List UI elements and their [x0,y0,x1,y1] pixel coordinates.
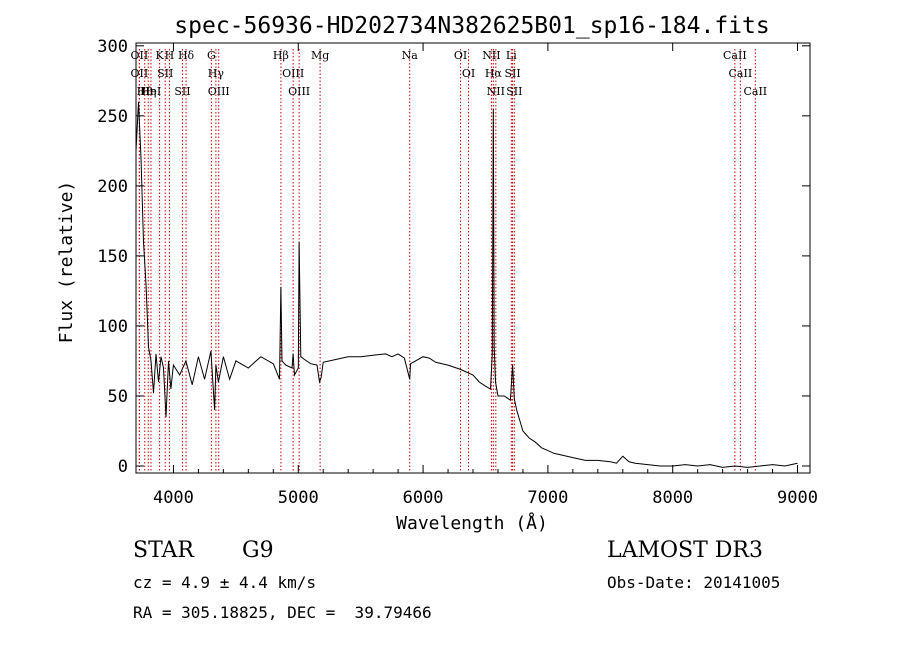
line-label-27: CaII [729,67,753,80]
plot-frame [135,42,811,474]
line-label-2: Hθ [137,85,154,98]
coordinates: RA = 305.18825, DEC = 39.79466 [133,603,432,622]
x-tick-label-5: 9000 [777,488,818,508]
line-label-22: NII [487,85,505,98]
y-tick-label-5: 250 [97,107,128,127]
y-tick-label-4: 200 [97,177,128,197]
y-axis-ticks: 0 50 100 150 200 250 300 [97,37,810,477]
line-label-23: Li [506,49,517,62]
line-label-7: H [165,49,175,62]
y-tick-label-1: 50 [108,387,128,407]
x-tick-label-0: 4000 [153,488,194,508]
y-tick-label-3: 150 [97,247,128,267]
line-label-9: SII [174,85,190,98]
x-tick-label-1: 5000 [278,488,319,508]
line-label-28: CaII [743,85,767,98]
line-label-18: OI [454,49,467,62]
x-tick-label-4: 8000 [652,488,693,508]
line-label-13: Hβ [273,49,289,62]
line-label-15: OIII [288,85,310,98]
line-label-24: SII [504,67,520,80]
line-label-1: OII [131,67,149,80]
line-label-17: Na [402,49,419,62]
line-label-21: Hα [485,67,503,80]
observation-date: Obs-Date: 20141005 [607,573,781,592]
spectrum-series-line [135,101,798,468]
y-tick-label-6: 300 [97,37,128,57]
object-class: STAR [133,538,194,563]
chart-title: spec-56936-HD202734N382625B01_sp16-184.f… [174,13,769,39]
spectral-line-markers [138,49,756,473]
line-label-10: G [207,49,216,62]
redshift-cz: cz = 4.9 ± 4.4 km/s [133,573,317,592]
line-label-20: NII [482,49,500,62]
line-label-12: OIII [208,85,230,98]
x-axis-ticks: 4000 5000 6000 7000 8000 9000 [153,43,818,508]
y-tick-label-0: 0 [118,457,128,477]
line-label-8: Hδ [178,49,195,62]
line-label-16: Mg [311,49,329,62]
line-label-6: SII [157,67,173,80]
line-label-0: OII [131,49,149,62]
line-label-5: K [155,49,164,62]
x-axis-label: Wavelength (Å) [396,512,548,534]
x-tick-label-3: 7000 [527,488,568,508]
line-label-11: Hγ [208,67,225,80]
y-axis-label: Flux (relative) [56,181,77,344]
object-subclass: G9 [242,538,274,563]
x-tick-label-2: 6000 [403,488,444,508]
y-tick-label-2: 100 [97,317,128,337]
line-label-25: SII [506,85,522,98]
line-label-26: CaII [723,49,747,62]
line-label-3: Hη [140,85,156,98]
line-label-19: OI [462,67,475,80]
line-label-14: OIII [282,67,304,80]
survey-name: LAMOST DR3 [607,538,763,563]
line-label-4: HeI [141,85,161,98]
